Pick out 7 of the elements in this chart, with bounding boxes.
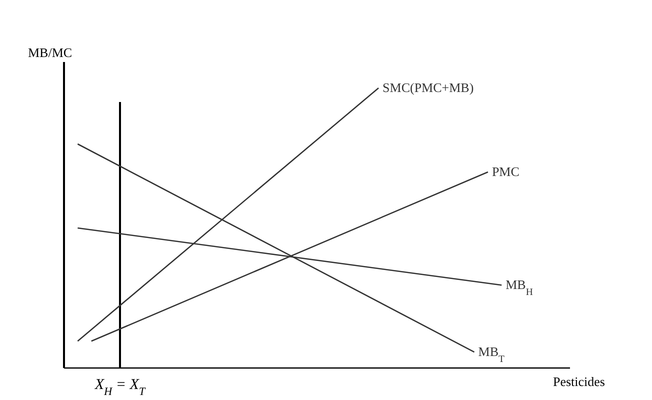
- y-axis-title: MB/MC: [28, 45, 72, 60]
- series-label: MB$_{T}$: [478, 344, 505, 365]
- series-label: PMC: [492, 164, 520, 179]
- series-label: SMC(PMC+MB): [382, 80, 474, 95]
- x-axis-title: Pesticides: [553, 374, 605, 389]
- text: X$_{H}$ = X$_{T}$: [94, 377, 146, 398]
- series-label: MB$_{H}$: [506, 277, 533, 298]
